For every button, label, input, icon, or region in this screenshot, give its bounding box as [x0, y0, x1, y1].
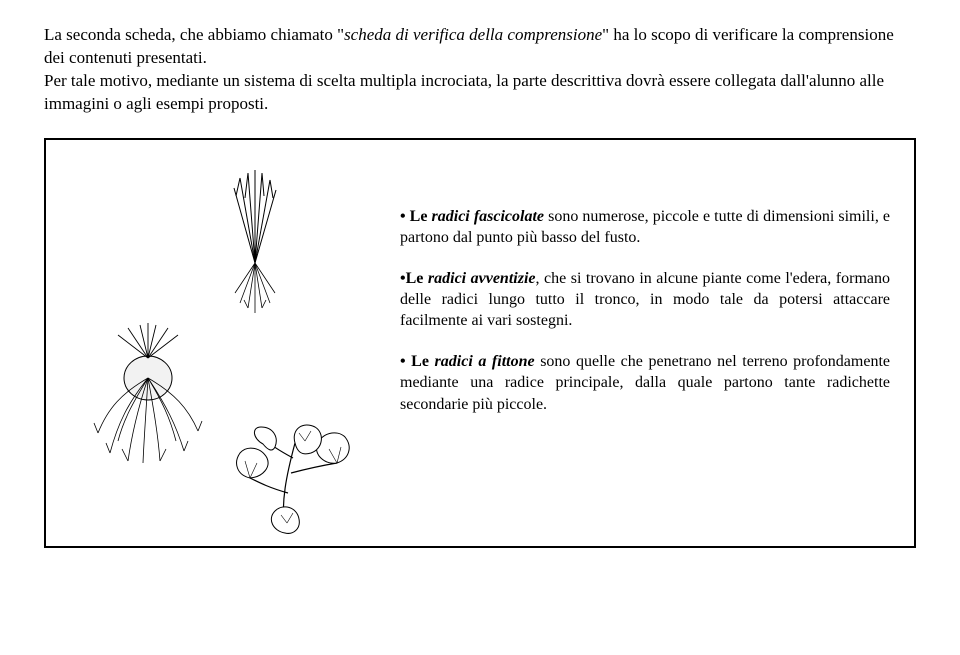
illustration-column: [70, 158, 390, 528]
bullet-fittone: • Le radici a fittone sono quelle che pe…: [400, 351, 890, 414]
bullet-column: • Le radici fascicolate sono numerose, p…: [390, 158, 890, 528]
ivy-leaves-icon: [225, 423, 355, 538]
intro-line-2: Per tale motivo, mediante un sistema di …: [44, 70, 916, 116]
root-cluster-icon: [88, 323, 208, 463]
intro-italic: scheda di verifica della comprensione: [344, 25, 602, 44]
bullet-lead-1: radici avventizie: [428, 270, 536, 287]
bullet-fascicolate: • Le radici fascicolate sono numerose, p…: [400, 206, 890, 248]
intro-paragraphs: La seconda scheda, che abbiamo chiamato …: [44, 24, 916, 116]
bullet-pre-2: • Le: [400, 353, 435, 370]
intro-line-1: La seconda scheda, che abbiamo chiamato …: [44, 24, 916, 70]
content-box: • Le radici fascicolate sono numerose, p…: [44, 138, 916, 548]
bullet-pre-0: • Le: [400, 208, 432, 225]
bullet-lead-0: radici fascicolate: [432, 208, 545, 225]
bullet-lead-2: radici a fittone: [435, 353, 535, 370]
bullet-pre-1: •Le: [400, 270, 428, 287]
intro-pre: La seconda scheda, che abbiamo chiamato …: [44, 25, 344, 44]
fibrous-root-plant-icon: [200, 168, 310, 318]
bullet-avventizie: •Le radici avventizie, che si trovano in…: [400, 268, 890, 331]
